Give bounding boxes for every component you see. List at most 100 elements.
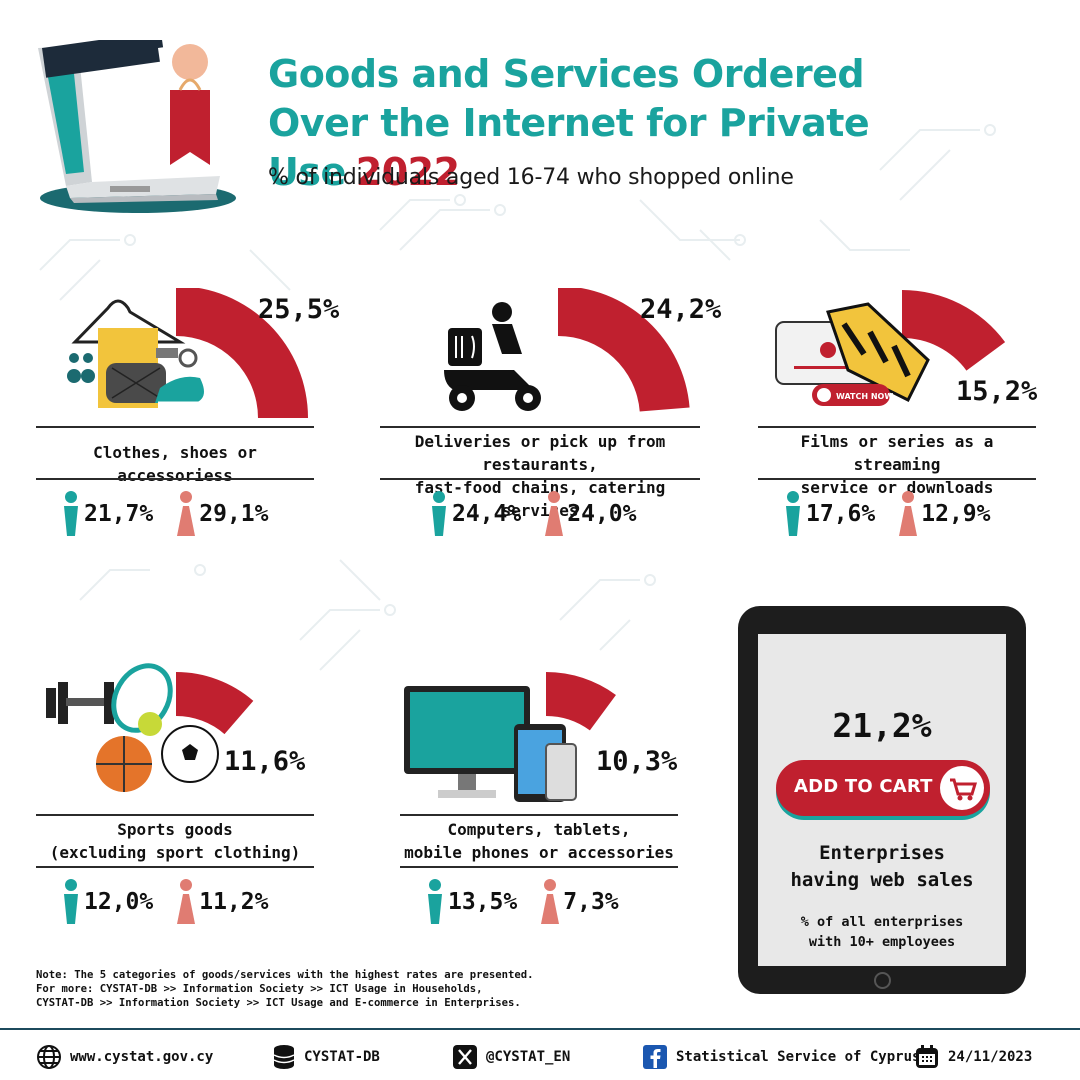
add-to-cart-button: ADD TO CART: [776, 760, 990, 816]
footer: www.cystat.gov.cy CYSTAT-DB @CYSTAT_EN S…: [0, 1028, 1080, 1080]
label-line: Computers, tablets,: [447, 820, 631, 839]
label-line: Sports goods: [117, 820, 233, 839]
male-icon: [64, 879, 78, 924]
sports-goods-icon: [46, 663, 219, 792]
male-icon: [64, 491, 78, 536]
category-label: Clothes, shoes or accessoriess: [36, 441, 314, 487]
gauge-arc: [546, 672, 616, 731]
computer-devices-icon: [404, 686, 577, 802]
female-icon: [899, 491, 918, 536]
category-deliveries: 24,2% Deliveries or pick up from restaur…: [380, 288, 721, 548]
database-icon: [273, 1045, 295, 1069]
footer-date: 24/11/2023: [914, 1044, 1032, 1070]
female-value: 12,9%: [921, 501, 991, 527]
footer-twitter[interactable]: @CYSTAT_EN: [452, 1044, 570, 1070]
male-value: 21,7%: [84, 501, 154, 527]
gender-row: 21,7% 29,1%: [62, 490, 293, 538]
title-line: having web sales: [790, 869, 974, 891]
note-line: CYSTAT-DB >> Information Society >> ICT …: [36, 997, 521, 1009]
page-title: Goods and Services Ordered Over the Inte…: [268, 50, 1048, 197]
clothes-icon: [67, 299, 208, 408]
gauge-arc: [176, 288, 308, 418]
globe-icon: [37, 1045, 61, 1069]
calendar-icon: [916, 1045, 938, 1068]
x-logo-icon: [453, 1045, 477, 1069]
gauge-mark-3: [176, 672, 254, 735]
category-total: 25,5%: [258, 294, 340, 325]
delivery-scooter-icon: [444, 302, 541, 411]
facebook-icon: [643, 1045, 667, 1069]
gauge-mark-4: [546, 672, 616, 731]
category-total: 15,2%: [956, 376, 1038, 407]
gauge-mark-0: [176, 288, 308, 418]
male-value: 13,5%: [448, 889, 518, 915]
footer-facebook[interactable]: Statistical Service of Cyprus: [642, 1044, 920, 1070]
footnote: Note: The 5 categories of goods/services…: [36, 968, 533, 1010]
footer-website[interactable]: www.cystat.gov.cy: [36, 1044, 213, 1070]
label-line: (excluding sport clothing): [49, 843, 301, 862]
category-computers: 10,3% Computers, tablets, mobile phones …: [400, 662, 680, 924]
male-icon: [786, 491, 800, 536]
subtitle-line: with 10+ employees: [808, 934, 956, 950]
enterprises-tablet: 21,2% ADD TO CART Enterprises having web…: [738, 606, 1026, 994]
gauge-mark-1: [558, 288, 690, 412]
female-icon: [177, 879, 196, 924]
female-icon: [177, 491, 196, 536]
category-label: Computers, tablets, mobile phones or acc…: [400, 818, 678, 864]
male-value: 24,4%: [452, 501, 522, 527]
tablet-home-button: [874, 972, 891, 989]
enterprises-total: 21,2%: [832, 706, 932, 745]
male-icon: [428, 879, 442, 924]
male-value: 17,6%: [806, 501, 876, 527]
female-icon: [541, 879, 560, 924]
page-subtitle: % of individuals aged 16-74 who shopped …: [268, 165, 794, 190]
divider: [400, 814, 678, 816]
label-line: Clothes, shoes or accessoriess: [93, 443, 257, 485]
divider: [36, 478, 314, 480]
female-value: 11,2%: [199, 889, 269, 915]
subtitle-line: % of all enterprises: [800, 914, 964, 930]
tablet-screen: 21,2% ADD TO CART Enterprises having web…: [758, 634, 1006, 966]
website-label: www.cystat.gov.cy: [70, 1049, 214, 1065]
facebook-label: Statistical Service of Cyprus: [676, 1049, 921, 1065]
label-line: mobile phones or accessories: [404, 843, 674, 862]
title-year: 2022: [355, 150, 460, 194]
footer-database[interactable]: CYSTAT-DB: [272, 1044, 380, 1070]
twitter-label: @CYSTAT_EN: [486, 1049, 571, 1065]
date-label: 24/11/2023: [948, 1049, 1033, 1065]
divider: [758, 426, 1036, 428]
title-line: Enterprises: [819, 842, 945, 864]
gauge-arc: [176, 672, 254, 735]
category-clothes: 25,5% Clothes, shoes or accessoriess 21,…: [36, 288, 339, 548]
title-line-1: Goods and Services Ordered: [268, 52, 865, 96]
female-value: 29,1%: [199, 501, 269, 527]
category-total: 10,3%: [596, 746, 678, 777]
male-value: 12,0%: [84, 889, 154, 915]
divider: [380, 478, 700, 480]
cart-icon: [950, 778, 978, 801]
title-line-2: Over the Internet for Private Use: [268, 101, 870, 194]
label-line: service or downloads: [800, 478, 994, 497]
cart-circle: [940, 766, 984, 810]
gender-row: 13,5% 7,3%: [426, 878, 643, 926]
note-line: For more: CYSTAT-DB >> Information Socie…: [36, 983, 483, 995]
category-label: Deliveries or pick up from restaurants, …: [380, 430, 700, 522]
gauge-mark-2: [902, 290, 1006, 371]
label-line: Films or series as a streaming: [800, 432, 994, 474]
add-to-cart-label: ADD TO CART: [794, 776, 933, 797]
gender-row: 24,4% 24,0%: [430, 490, 661, 538]
enterprises-title: Enterprises having web sales: [758, 840, 1006, 894]
divider: [380, 426, 700, 428]
watch-now-label: WATCH NOW: [836, 392, 893, 401]
label-line: Deliveries or pick up from restaurants,: [414, 432, 666, 474]
label-line: fast-food chains, catering services: [414, 478, 666, 520]
laptop-shopping-bag-icon: [38, 40, 236, 213]
gender-row: 17,6% 12,9%: [784, 490, 1015, 538]
female-icon: [545, 491, 564, 536]
divider: [36, 814, 314, 816]
category-total: 24,2%: [640, 294, 722, 325]
category-sports: 11,6% Sports goods (excluding sport clot…: [36, 662, 316, 924]
divider: [36, 426, 314, 428]
male-icon: [432, 491, 446, 536]
